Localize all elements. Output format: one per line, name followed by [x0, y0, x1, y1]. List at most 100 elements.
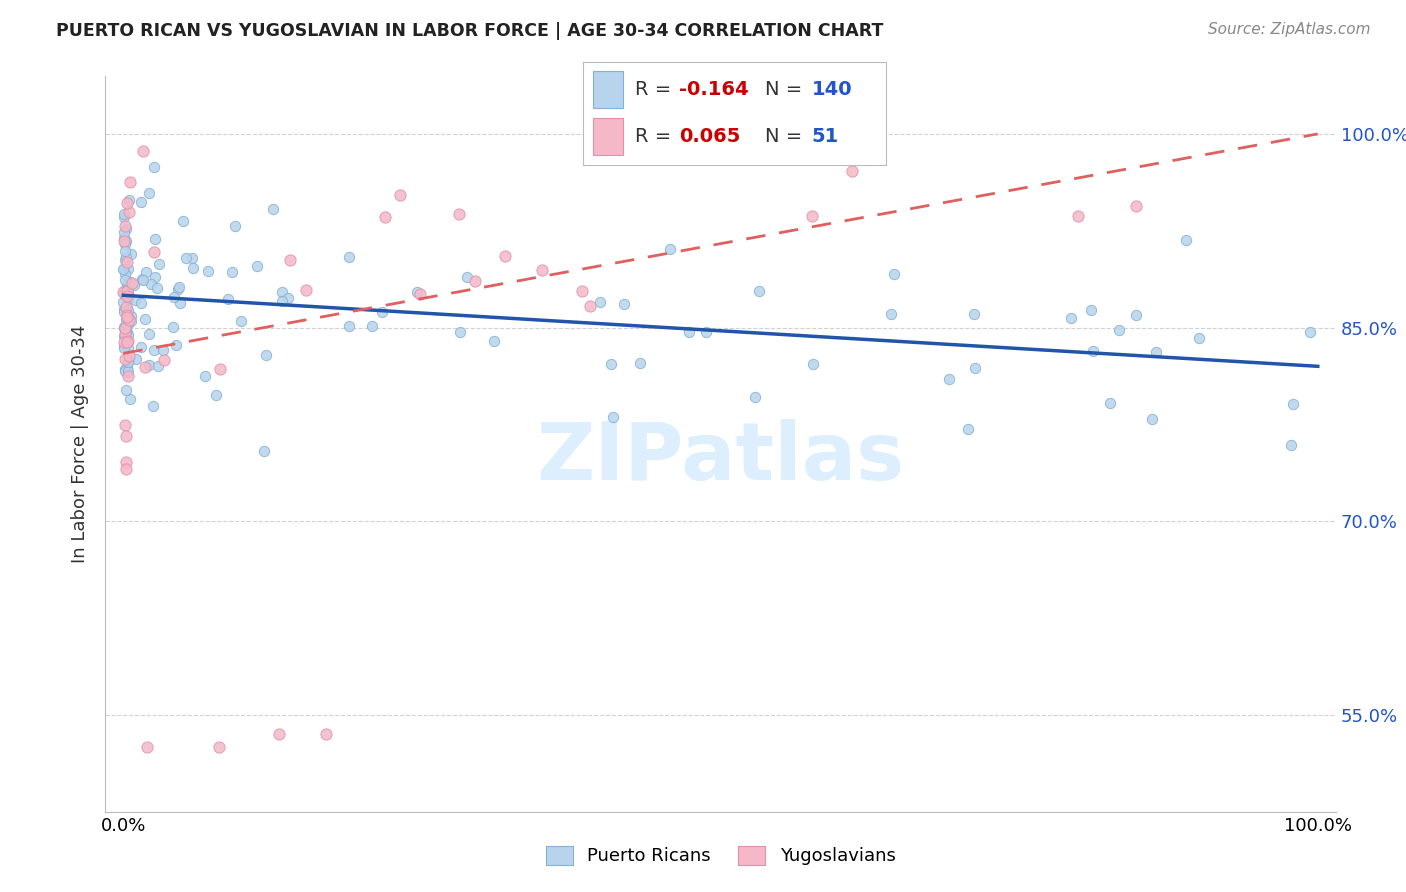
- Text: -0.164: -0.164: [679, 79, 748, 99]
- Point: [115, 384, 138, 398]
- Point: [115, 308, 138, 322]
- Point: [117, 196, 139, 211]
- Point: [1125, 199, 1147, 213]
- Point: [224, 219, 246, 233]
- Point: [134, 359, 156, 374]
- Point: [143, 270, 166, 285]
- Point: [117, 349, 139, 363]
- Point: [114, 267, 136, 281]
- Point: [115, 277, 138, 292]
- Point: [138, 358, 160, 372]
- Point: [1298, 325, 1320, 339]
- Text: ZIPatlas: ZIPatlas: [537, 419, 904, 498]
- Point: [115, 360, 138, 375]
- Point: [880, 307, 903, 321]
- Point: [114, 324, 136, 338]
- Point: [114, 237, 136, 252]
- Point: [209, 362, 232, 376]
- Point: [295, 283, 318, 297]
- Text: PUERTO RICAN VS YUGOSLAVIAN IN LABOR FORCE | AGE 30-34 CORRELATION CHART: PUERTO RICAN VS YUGOSLAVIAN IN LABOR FOR…: [56, 22, 883, 40]
- Point: [271, 294, 294, 309]
- Point: [142, 161, 165, 175]
- Point: [112, 285, 135, 299]
- Point: [112, 321, 135, 335]
- Bar: [592, 70, 623, 108]
- Point: [112, 341, 135, 355]
- Point: [1080, 302, 1102, 317]
- Point: [1098, 395, 1121, 409]
- Text: N =: N =: [765, 127, 808, 145]
- Point: [114, 351, 136, 366]
- Point: [267, 727, 290, 741]
- Point: [169, 279, 191, 293]
- Y-axis label: In Labor Force | Age 30-34: In Labor Force | Age 30-34: [72, 325, 90, 563]
- Text: Source: ZipAtlas.com: Source: ZipAtlas.com: [1208, 22, 1371, 37]
- Point: [197, 264, 219, 278]
- Point: [146, 359, 169, 373]
- Point: [229, 314, 252, 328]
- Point: [129, 295, 152, 310]
- Point: [134, 312, 156, 326]
- Point: [124, 293, 146, 307]
- Point: [174, 252, 197, 266]
- Point: [658, 242, 681, 256]
- Point: [117, 341, 139, 355]
- Point: [1067, 209, 1090, 223]
- Point: [112, 210, 135, 224]
- Point: [957, 422, 980, 436]
- Legend: Puerto Ricans, Yugoslavians: Puerto Ricans, Yugoslavians: [538, 838, 903, 872]
- Point: [115, 312, 138, 326]
- Point: [1188, 331, 1211, 345]
- Text: 140: 140: [811, 79, 852, 99]
- Point: [162, 319, 184, 334]
- Point: [125, 352, 148, 367]
- Point: [142, 399, 165, 413]
- Point: [449, 325, 471, 339]
- Point: [456, 270, 478, 285]
- Point: [277, 292, 299, 306]
- Point: [112, 328, 135, 343]
- Text: 51: 51: [811, 127, 839, 145]
- Point: [120, 247, 142, 261]
- Point: [801, 209, 824, 223]
- Text: 0.065: 0.065: [679, 127, 740, 145]
- Point: [118, 205, 141, 219]
- Point: [115, 325, 138, 339]
- Point: [118, 312, 141, 326]
- Point: [122, 278, 145, 293]
- Point: [114, 317, 136, 331]
- Point: [578, 299, 600, 313]
- Point: [163, 290, 186, 304]
- Point: [138, 186, 160, 200]
- Point: [1140, 412, 1163, 426]
- Point: [246, 260, 269, 274]
- Point: [409, 286, 432, 301]
- Point: [169, 296, 191, 310]
- Point: [120, 275, 142, 289]
- Point: [118, 175, 141, 189]
- Point: [112, 226, 135, 240]
- Point: [115, 455, 138, 469]
- Point: [744, 390, 766, 404]
- Point: [131, 273, 153, 287]
- Point: [1060, 311, 1083, 326]
- Point: [464, 274, 486, 288]
- Point: [115, 318, 138, 333]
- Point: [120, 310, 142, 324]
- Point: [114, 219, 136, 233]
- Point: [389, 187, 412, 202]
- Point: [118, 392, 141, 406]
- Point: [271, 285, 294, 299]
- Point: [117, 327, 139, 342]
- Point: [112, 295, 135, 310]
- Point: [938, 372, 960, 386]
- Point: [406, 285, 429, 299]
- Point: [114, 364, 136, 378]
- Point: [117, 369, 139, 384]
- Point: [118, 353, 141, 368]
- Point: [112, 285, 135, 300]
- Point: [801, 357, 824, 371]
- Point: [361, 318, 384, 333]
- Point: [135, 264, 157, 278]
- Point: [114, 250, 136, 264]
